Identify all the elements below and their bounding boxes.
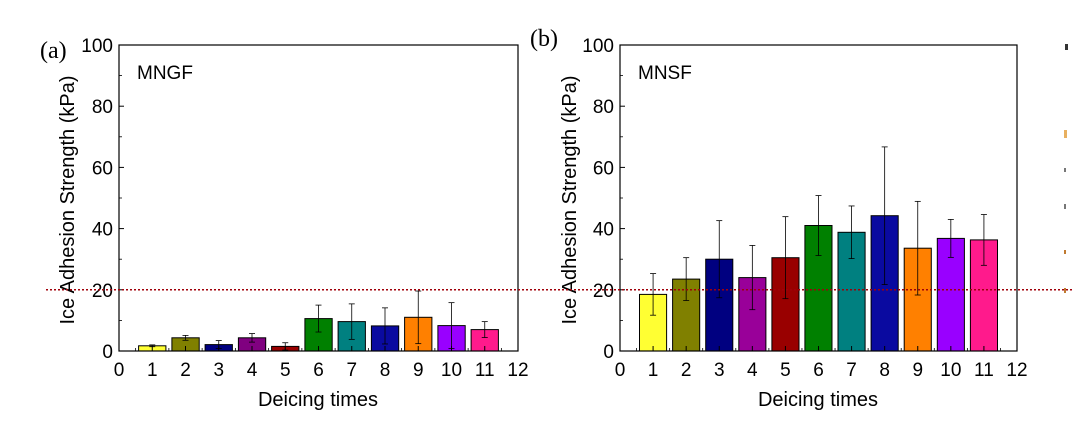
panel-a-title: MNGF bbox=[137, 63, 193, 84]
x-tick-label: 1 bbox=[648, 360, 659, 381]
x-tick-label: 10 bbox=[940, 360, 961, 381]
y-tick-label: 100 bbox=[81, 36, 113, 57]
panel-b-title: MNSF bbox=[638, 63, 692, 84]
x-tick-label: 4 bbox=[247, 360, 258, 381]
x-tick-label: 11 bbox=[974, 360, 994, 381]
x-tick-label: 8 bbox=[380, 360, 391, 381]
x-tick-label: 12 bbox=[507, 360, 528, 381]
panel-a-label: (a) bbox=[40, 38, 67, 64]
y-tick-label: 80 bbox=[593, 97, 614, 118]
x-tick-label: 0 bbox=[615, 360, 626, 381]
y-tick-label: 0 bbox=[102, 342, 113, 363]
cropped-legend-swatch bbox=[1065, 44, 1068, 50]
y-tick-label: 100 bbox=[582, 36, 614, 57]
x-tick-label: 2 bbox=[180, 360, 191, 381]
y-tick-label: 80 bbox=[92, 97, 113, 118]
panel-a-xlabel: Deicing times bbox=[258, 389, 378, 411]
x-tick-label: 7 bbox=[846, 360, 857, 381]
cropped-legend-swatch bbox=[1064, 288, 1066, 293]
x-tick-label: 8 bbox=[879, 360, 890, 381]
panel-a: (a) MNGF Deicing times Ice Adhesion Stre… bbox=[40, 36, 529, 411]
cropped-legend-swatch bbox=[1064, 204, 1066, 209]
y-tick-label: 20 bbox=[593, 281, 614, 302]
x-tick-label: 6 bbox=[313, 360, 324, 381]
y-tick-label: 0 bbox=[603, 342, 614, 363]
y-tick-label: 20 bbox=[92, 281, 113, 302]
x-tick-label: 10 bbox=[441, 360, 462, 381]
x-tick-label: 12 bbox=[1006, 360, 1027, 381]
cropped-legend-swatch bbox=[1064, 168, 1066, 172]
x-tick-label: 5 bbox=[280, 360, 291, 381]
panel-b-ylabel: Ice Adhesion Strength (kPa) bbox=[559, 75, 581, 324]
x-tick-label: 1 bbox=[147, 360, 158, 381]
x-tick-label: 4 bbox=[747, 360, 758, 381]
panel-b: (b) MNSF Deicing times Ice Adhesion Stre… bbox=[530, 26, 1028, 411]
cropped-legend-swatch bbox=[1064, 250, 1066, 254]
panel-a-ylabel: Ice Adhesion Strength (kPa) bbox=[57, 75, 79, 324]
cropped-legend-swatch bbox=[1064, 130, 1067, 138]
cropped-legend-fragment bbox=[1064, 44, 1068, 293]
x-tick-label: 11 bbox=[475, 360, 495, 381]
x-tick-label: 2 bbox=[681, 360, 692, 381]
panel-b-label: (b) bbox=[530, 26, 558, 52]
x-tick-label: 6 bbox=[813, 360, 824, 381]
panel-b-xlabel: Deicing times bbox=[758, 389, 878, 411]
x-tick-label: 0 bbox=[114, 360, 125, 381]
x-tick-label: 5 bbox=[780, 360, 791, 381]
y-tick-label: 60 bbox=[593, 158, 614, 179]
x-tick-label: 9 bbox=[413, 360, 424, 381]
x-tick-label: 7 bbox=[346, 360, 357, 381]
x-tick-label: 3 bbox=[213, 360, 224, 381]
y-tick-label: 40 bbox=[593, 220, 614, 241]
x-tick-label: 9 bbox=[912, 360, 923, 381]
y-tick-label: 60 bbox=[92, 158, 113, 179]
x-tick-label: 3 bbox=[714, 360, 725, 381]
y-tick-label: 40 bbox=[92, 220, 113, 241]
